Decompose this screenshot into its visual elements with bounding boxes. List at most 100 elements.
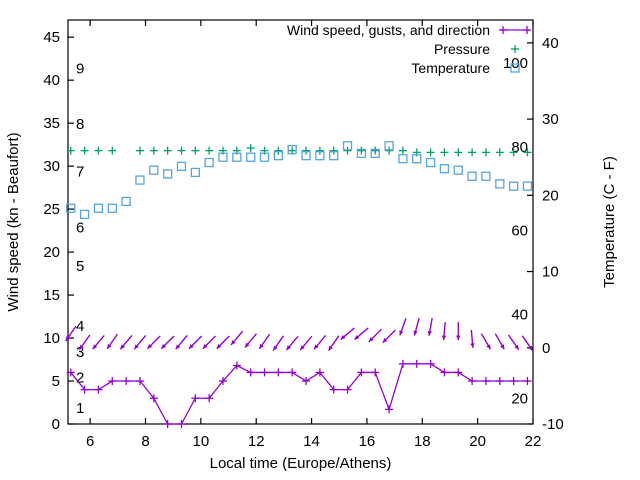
wind-direction-arrowhead <box>314 344 319 350</box>
temperature-marker <box>246 152 256 162</box>
y-tick-label: 0 <box>52 416 60 433</box>
temperature-marker <box>453 165 463 175</box>
wind-direction-arrowhead <box>427 330 432 336</box>
wind-direction-arrowhead <box>107 343 112 349</box>
wind-direction-arrowhead <box>216 343 222 349</box>
temperature-marker <box>495 179 505 189</box>
x-axis-title: Local time (Europe/Athens) <box>210 455 392 472</box>
beaufort-label: 3 <box>76 344 84 361</box>
wind-direction-arrowhead <box>340 334 346 340</box>
temperature-marker <box>522 181 533 191</box>
y2-tick-label: 20 <box>542 187 559 204</box>
x-tick-label: 22 <box>525 433 542 450</box>
wind-direction-arrowhead <box>300 345 305 351</box>
legend-label-1: Pressure <box>434 41 490 57</box>
temperature-marker <box>107 203 117 213</box>
wind-direction-arrowhead <box>470 343 475 348</box>
y-tick-label: 25 <box>43 201 60 218</box>
temperature-marker <box>162 169 173 179</box>
beaufort-label: 7 <box>76 163 84 180</box>
wind-direction-arrowhead <box>161 343 167 349</box>
wind-direction-arrowhead <box>368 337 374 342</box>
temperature-marker <box>93 203 104 213</box>
legend-marker-temperature <box>510 63 520 73</box>
y-tick-label: 10 <box>43 330 60 347</box>
temperature-marker <box>232 152 242 162</box>
x-tick-label: 12 <box>248 433 265 450</box>
x-tick-label: 10 <box>193 433 210 450</box>
wind-speed-line <box>70 363 528 425</box>
wind-direction-arrowhead <box>399 330 404 336</box>
beaufort-label: 2 <box>76 370 84 387</box>
temperature-marker <box>149 165 159 175</box>
temperature-marker <box>508 181 519 191</box>
wind-direction-arrowhead <box>456 335 461 341</box>
y2-tick-label: 30 <box>542 111 559 128</box>
y-tick-label: 35 <box>43 115 60 132</box>
y-tick-label: 5 <box>52 373 60 390</box>
beaufort-label: 1 <box>76 400 84 417</box>
temperature-marker <box>384 141 394 151</box>
wind-direction-arrowhead <box>231 340 236 345</box>
temperature-marker <box>79 209 90 220</box>
y2-tick-label: 40 <box>542 35 559 52</box>
temperature-marker <box>287 144 297 155</box>
fahrenheit-label: 80 <box>511 139 528 156</box>
y-tick-label: 15 <box>43 287 60 304</box>
temperature-marker <box>218 152 228 162</box>
temperature-marker <box>176 161 187 172</box>
x-tick-label: 16 <box>359 433 376 450</box>
y2-tick-label: 0 <box>542 340 550 357</box>
wind-direction-arrowhead <box>244 342 250 348</box>
wind-direction-arrowhead <box>528 345 533 351</box>
temperature-marker <box>481 171 491 181</box>
wind-direction-arrowhead <box>273 345 278 351</box>
temperature-marker <box>425 157 436 168</box>
beaufort-label: 4 <box>76 318 84 335</box>
fahrenheit-label: 40 <box>511 306 528 323</box>
wind-direction-arrowhead <box>514 344 519 350</box>
wind-direction-arrowhead <box>147 343 153 349</box>
beaufort-label: 5 <box>76 258 84 275</box>
wind-direction-arrowhead <box>202 343 208 349</box>
temperature-marker <box>259 152 270 162</box>
temperature-marker <box>121 196 131 207</box>
temperature-marker <box>301 151 311 161</box>
x-tick-label: 6 <box>86 433 94 450</box>
beaufort-label: 6 <box>76 219 84 236</box>
wind-direction-arrowhead <box>120 344 125 350</box>
legend-label-2: Temperature <box>411 60 490 76</box>
wind-direction-arrowhead <box>328 345 333 351</box>
wind-direction-arrowhead <box>79 344 84 350</box>
temperature-marker <box>439 163 450 174</box>
wind-direction-arrowhead <box>382 337 388 343</box>
temperature-marker <box>412 154 422 164</box>
wind-direction-arrowhead <box>500 344 505 350</box>
temperature-marker <box>356 148 367 159</box>
legend-label-0: Wind speed, gusts, and direction <box>287 22 490 38</box>
y2-axis-title: Temperature (C - F) <box>601 156 618 288</box>
temperature-marker <box>370 148 380 159</box>
y-tick-label: 30 <box>43 158 60 175</box>
y-tick-label: 40 <box>43 72 60 89</box>
beaufort-label: 8 <box>76 116 84 133</box>
temperature-marker <box>398 154 408 164</box>
wind-direction-arrowhead <box>92 344 98 350</box>
beaufort-label: 9 <box>76 60 84 77</box>
x-tick-label: 18 <box>414 433 431 450</box>
temperature-marker <box>329 151 339 161</box>
temperature-marker <box>315 151 325 161</box>
x-tick-label: 14 <box>303 433 320 450</box>
wind-direction-arrowhead <box>175 344 181 350</box>
temperature-marker <box>342 141 353 151</box>
fahrenheit-label: 60 <box>511 223 528 240</box>
y2-tick-label: 10 <box>542 264 559 281</box>
wind-direction-arrowhead <box>134 344 139 350</box>
wind-direction-arrowhead <box>188 343 194 349</box>
temperature-marker <box>135 175 145 185</box>
x-tick-label: 20 <box>469 433 486 450</box>
y-tick-label: 45 <box>43 29 60 46</box>
wind-direction-arrowhead <box>354 334 360 340</box>
